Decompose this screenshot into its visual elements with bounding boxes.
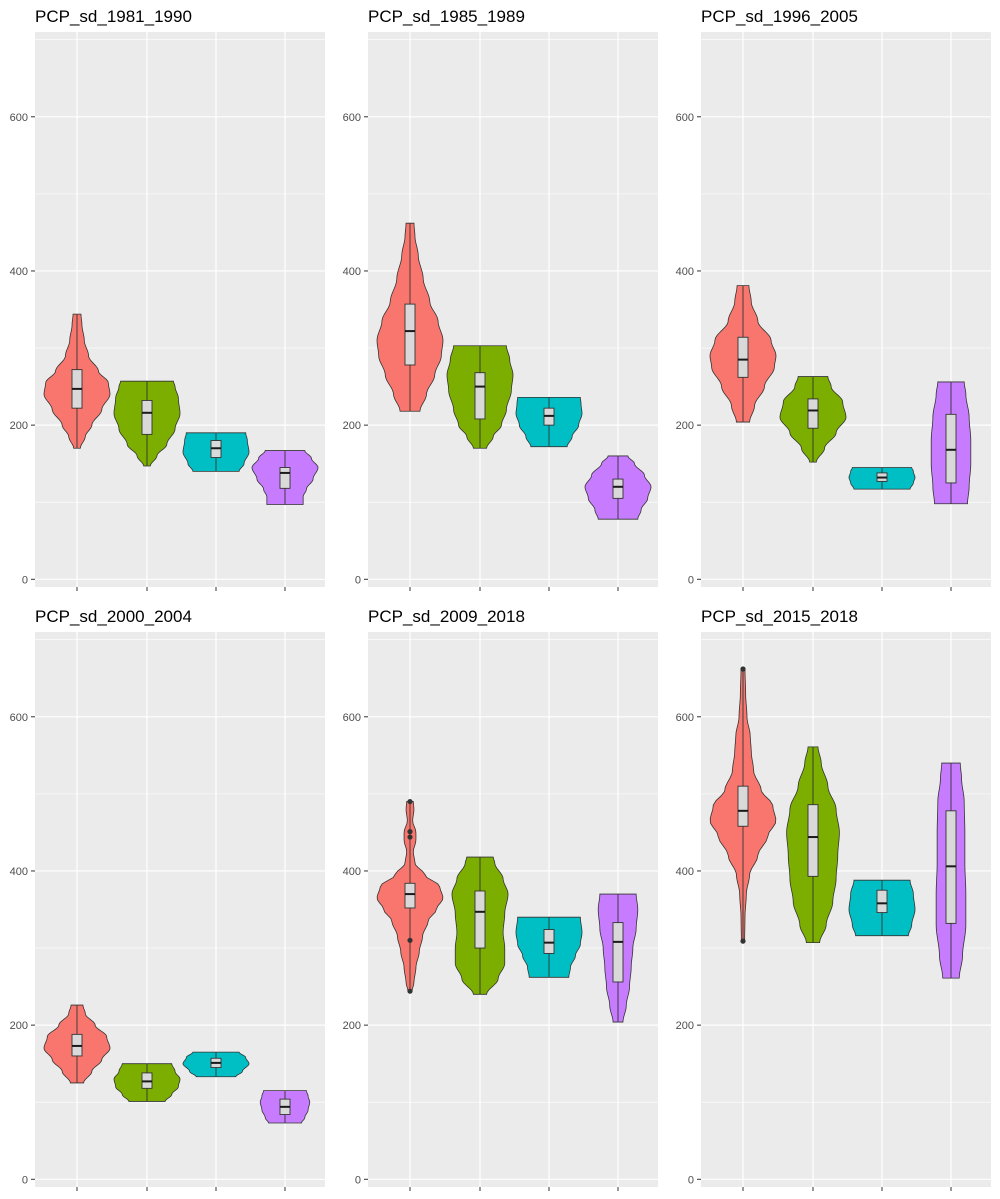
y-tick-label: 600 <box>343 712 361 724</box>
y-tick-label: 200 <box>10 420 28 432</box>
violin-group <box>515 916 583 978</box>
panel-title: PCP_sd_2000_2004 <box>35 607 192 626</box>
y-tick-label: 0 <box>22 574 28 586</box>
box-iqr <box>612 478 624 499</box>
panel-2: PCP_sd_1985_1989 0 200 400 600 <box>343 7 658 591</box>
y-tick-label: 400 <box>676 866 694 878</box>
y-tick-label: 600 <box>676 712 694 724</box>
violin-group <box>515 396 583 448</box>
panel-title: PCP_sd_1981_1990 <box>35 7 192 26</box>
violin-group <box>43 313 111 449</box>
violin-group <box>446 345 514 449</box>
outlier-point <box>740 938 746 944</box>
box-iqr <box>612 922 624 983</box>
violin-group <box>597 893 639 1023</box>
y-tick-label: 0 <box>688 574 694 586</box>
y-tick-label: 0 <box>688 1174 694 1186</box>
panel-3: PCP_sd_1996_2005 0 200 400 600 <box>676 7 991 591</box>
violin-group <box>451 856 509 995</box>
y-tick-label: 600 <box>343 112 361 124</box>
box-iqr <box>141 400 153 435</box>
panel-5: PCP_sd_2009_2018 0 200 400 600 <box>343 607 658 1191</box>
box-iqr <box>737 785 749 827</box>
violin-group <box>259 1090 311 1124</box>
y-tick-label: 400 <box>10 266 28 278</box>
box-iqr <box>876 889 888 914</box>
y-tick-label: 200 <box>676 420 694 432</box>
y-tick-label: 0 <box>355 1174 361 1186</box>
panel-4: PCP_sd_2000_2004 0 200 400 600 <box>10 607 325 1191</box>
violin-group <box>251 450 319 505</box>
y-tick-label: 0 <box>355 574 361 586</box>
y-tick-label: 600 <box>10 712 28 724</box>
violin-group <box>376 798 444 994</box>
box-iqr <box>279 467 291 489</box>
violin-group <box>848 879 916 937</box>
panel-1: PCP_sd_1981_1990 0 200 400 600 <box>10 7 325 591</box>
y-tick-label: 400 <box>343 266 361 278</box>
box-iqr <box>807 398 819 429</box>
panel-title: PCP_sd_2015_2018 <box>701 607 858 626</box>
violin-group <box>709 285 777 423</box>
violin-group <box>182 1051 250 1078</box>
box-iqr <box>404 303 416 366</box>
outlier-point <box>407 937 413 943</box>
y-tick-label: 600 <box>10 112 28 124</box>
box-iqr <box>737 336 749 378</box>
violin-group <box>935 762 967 979</box>
y-tick-label: 200 <box>343 1020 361 1032</box>
y-tick-label: 400 <box>10 866 28 878</box>
y-tick-label: 400 <box>676 266 694 278</box>
box-iqr <box>474 890 486 949</box>
outlier-point <box>407 798 413 805</box>
y-tick-label: 200 <box>676 1020 694 1032</box>
violin-group <box>584 455 652 520</box>
y-tick-label: 0 <box>22 1174 28 1186</box>
panel-title: PCP_sd_2009_2018 <box>368 607 525 626</box>
violin-group <box>113 1063 181 1102</box>
box-iqr <box>404 882 416 909</box>
outlier-point <box>740 666 746 672</box>
violin-group <box>376 222 444 412</box>
violin-group <box>113 380 181 467</box>
violin-group <box>930 381 972 505</box>
panel-title: PCP_sd_1996_2005 <box>701 7 858 26</box>
outlier-point <box>407 829 413 835</box>
y-tick-label: 200 <box>10 1020 28 1032</box>
box-iqr <box>474 372 486 420</box>
panel-6: PCP_sd_2015_2018 0 200 400 600 <box>676 607 991 1191</box>
violin-group <box>786 746 840 944</box>
violin-group <box>779 376 847 463</box>
y-tick-label: 200 <box>343 420 361 432</box>
violin-group <box>709 666 777 944</box>
outlier-point <box>407 834 413 840</box>
violin-group <box>43 1004 111 1084</box>
y-tick-label: 400 <box>343 866 361 878</box>
panel-title: PCP_sd_1985_1989 <box>368 7 525 26</box>
outlier-point <box>407 988 413 994</box>
box-iqr <box>543 929 555 954</box>
violin-group <box>182 432 250 472</box>
box-iqr <box>807 804 819 877</box>
box-iqr <box>945 413 957 484</box>
violin-group <box>848 467 916 490</box>
y-tick-label: 600 <box>676 112 694 124</box>
